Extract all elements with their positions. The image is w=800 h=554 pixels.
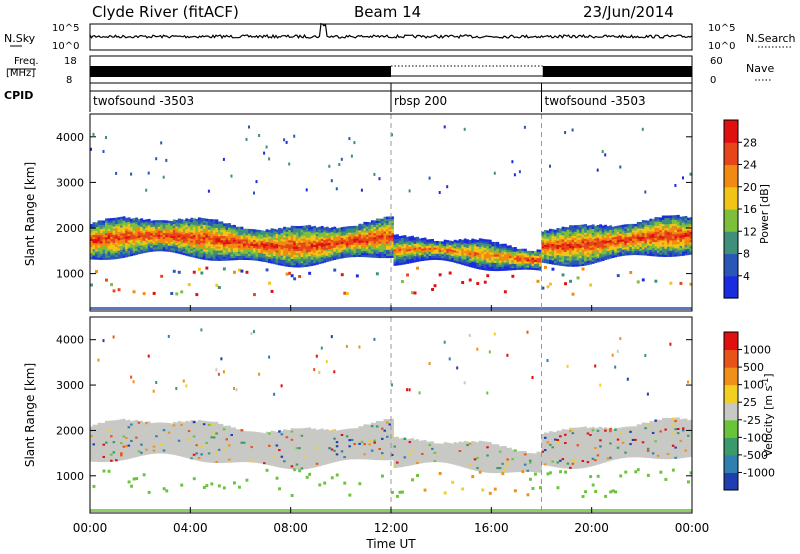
y-tick-label: 2000: [56, 424, 84, 437]
colorbar-tick-label: 4: [743, 270, 750, 283]
colorbar-tick-label: 28: [743, 136, 757, 149]
y-tick-label: 1000: [56, 268, 84, 281]
noise-sky-trace: [89, 22, 692, 40]
y-tick-label: 1000: [56, 470, 84, 483]
velocity-colorbar-label: Velocity [m s-1]: [761, 373, 775, 456]
freq-label-2: [MHz]: [6, 68, 35, 79]
power-ylabel: Slant Range [km]: [23, 162, 37, 266]
noise-tick-top-right: 10^5: [708, 23, 735, 34]
velocity-panel: 1000 2000 3000 4000 Slant Range [km] 1000 50…: [23, 316, 775, 514]
cpid-segment-label: twofsound -3503: [545, 94, 646, 108]
freq-trace: [90, 65, 692, 77]
station-title: Clyde River (fitACF): [92, 3, 239, 21]
noise-tick-bottom-left: 10^0: [52, 41, 79, 52]
colorbar-swatch: [724, 454, 738, 473]
colorbar-swatch: [724, 402, 738, 421]
cpid-segment-label: twofsound -3503: [93, 94, 194, 108]
cpid-segment-label: rbsp 200: [394, 94, 447, 108]
x-tick-label: 00:00: [73, 521, 108, 535]
colorbar-swatch: [724, 209, 738, 232]
colorbar-tick-label: 24: [743, 159, 757, 172]
colorbar-swatch: [724, 332, 738, 351]
x-tick-label: 04:00: [173, 521, 208, 535]
colorbar-swatch: [724, 384, 738, 403]
colorbar-swatch: [724, 231, 738, 255]
colorbar-swatch: [724, 186, 738, 210]
cpid-label: CPID: [4, 89, 33, 102]
colorbar-tick-label: 25: [743, 396, 757, 409]
colorbar-tick-label: 100: [743, 379, 764, 392]
cpid-panel: CPID twofsound -3503 rbsp 200 twofsound -3…: [4, 83, 693, 112]
power-colorbar: 4 8 12 16 20 24 28: [723, 119, 757, 299]
colorbar-swatch: [724, 164, 738, 188]
freq-tick-top: 18: [64, 56, 77, 67]
y-tick-label: 2000: [56, 222, 84, 235]
noise-left-label: N.Sky: [4, 32, 36, 45]
colorbar-swatch: [724, 120, 738, 143]
noise-right-label: N.Search: [746, 32, 796, 45]
colorbar-tick-label: 20: [743, 181, 757, 194]
colorbar-swatch: [724, 253, 738, 277]
freq-panel: Freq. [MHz] 18 8 60 0 Nave: [6, 55, 774, 86]
colorbar-swatch: [724, 437, 738, 456]
colorbar-swatch: [724, 349, 738, 368]
x-tick-label: 16:00: [474, 521, 509, 535]
beam-title: Beam 14: [354, 3, 421, 21]
power-colorbar-label: Power [dB]: [758, 184, 771, 244]
colorbar-swatch: [724, 419, 738, 438]
colorbar-tick-label: 1000: [743, 344, 771, 357]
freq-tick-bottom: 8: [66, 75, 72, 86]
noise-tick-top-left: 10^5: [52, 23, 79, 34]
nave-tick-bottom: 0: [710, 75, 716, 86]
date-title: 23/Jun/2014: [583, 3, 674, 21]
x-tick-label: 00:00: [675, 521, 710, 535]
time-axis: 00:00 04:00 08:00 12:00 16:00 20:00 00:00: [73, 305, 710, 535]
y-tick-label: 3000: [56, 176, 84, 189]
colorbar-tick-label: 8: [743, 248, 750, 261]
colorbar-swatch: [724, 367, 738, 386]
noise-panel: N.Sky 10^5 10^0 10^5 10^0 N.Search: [4, 22, 796, 52]
velocity-ylabel: Slant Range [km]: [23, 363, 37, 467]
colorbar-tick-label: 12: [743, 225, 757, 238]
x-axis-label: Time UT: [365, 537, 416, 551]
colorbar-swatch: [724, 275, 738, 299]
nave-label: Nave: [746, 62, 774, 75]
nave-tick-top: 60: [710, 56, 723, 67]
freq-label-1: Freq.: [14, 56, 39, 67]
colorbar-swatch: [724, 472, 738, 491]
colorbar-tick-label: -500: [743, 449, 768, 462]
noise-tick-bottom-right: 10^0: [708, 41, 735, 52]
colorbar-tick-label: -100: [743, 431, 768, 444]
x-tick-label: 20:00: [574, 521, 609, 535]
y-tick-label: 4000: [56, 131, 84, 144]
y-tick-label: 3000: [56, 379, 84, 392]
x-tick-label: 12:00: [374, 521, 409, 535]
colorbar-tick-label: 500: [743, 361, 764, 374]
colorbar-tick-label: 16: [743, 203, 757, 216]
y-tick-label: 4000: [56, 334, 84, 347]
power-panel: 1000 2000 3000 4000 Slant Range [km] 4 8 12 16…: [23, 113, 771, 312]
velocity-colorbar: 1000 500 100 25 -25 -100 -500 -1000: [723, 331, 775, 491]
colorbar-tick-label: -1000: [743, 466, 775, 479]
colorbar-swatch: [724, 142, 738, 166]
x-tick-label: 08:00: [273, 521, 308, 535]
colorbar-tick-label: -25: [743, 414, 761, 427]
